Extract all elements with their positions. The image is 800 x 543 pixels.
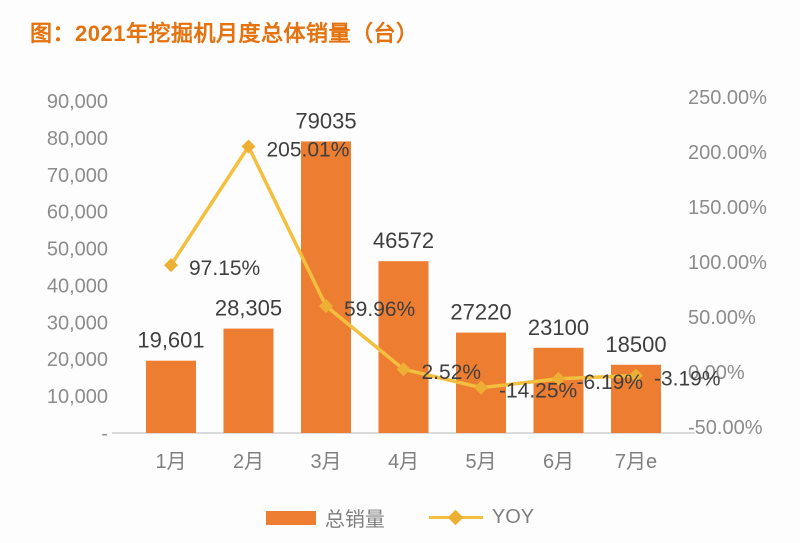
right-axis-tick-label: 150.00% xyxy=(688,197,767,219)
right-axis-tick-label: 250.00% xyxy=(688,87,767,109)
bar-4月 xyxy=(378,261,429,433)
yoy-label-1月: 97.15% xyxy=(189,257,260,280)
right-axis-tick-label: 0.00% xyxy=(688,362,745,384)
bar-label-5月: 27220 xyxy=(450,300,511,325)
x-label-1月: 1月 xyxy=(155,451,186,473)
bar-series xyxy=(146,141,661,433)
left-axis-tick-label: 60,000 xyxy=(47,202,108,224)
yoy-marker-1月 xyxy=(164,258,178,273)
bar-6月 xyxy=(533,347,584,433)
x-label-5月: 5月 xyxy=(465,451,496,473)
chart-title: 图：2021年挖掘机月度总体销量（台） xyxy=(30,21,419,46)
yoy-label-4月: 2.52% xyxy=(422,361,482,384)
yoy-marker-4月 xyxy=(396,362,411,377)
yoy-marker-5月 xyxy=(474,380,488,395)
yoy-marker-2月 xyxy=(241,139,256,154)
x-label-7月e: 7月e xyxy=(615,451,657,473)
bar-label-2月: 28,305 xyxy=(215,296,282,321)
yoy-label-3月: 59.96% xyxy=(344,298,415,321)
legend-item-total-sales: 总销量 xyxy=(265,503,385,532)
right-axis-tick-label: -50.00% xyxy=(688,417,763,439)
bar-series-swatch-icon xyxy=(265,510,316,525)
left-axis-tick-label: - xyxy=(101,423,108,445)
left-axis-tick-label: 80,000 xyxy=(47,128,108,150)
bar-3月 xyxy=(301,141,351,433)
bar-label-6月: 23100 xyxy=(528,315,589,340)
right-axis-labels: 250.00% 200.00% 150.00% 100.00% 50.00% 0.00% -… xyxy=(688,87,767,439)
yoy-marker-6月 xyxy=(551,371,566,386)
yoy-markers xyxy=(164,139,643,395)
right-axis-tick-label: 200.00% xyxy=(688,142,767,164)
x-label-2月: 2月 xyxy=(233,451,264,473)
bar-label-7月e: 18500 xyxy=(605,332,666,357)
bar-data-labels: 19,601 28,305 79035 46572 27220 23100 18500 xyxy=(137,108,666,356)
left-axis-tick-label: 20,000 xyxy=(47,349,108,371)
bar-label-3月: 79035 xyxy=(295,108,356,133)
bar-1月 xyxy=(146,360,196,433)
right-axis-tick-label: 100.00% xyxy=(688,252,767,274)
yoy-label-6月: -6.19% xyxy=(577,371,644,394)
legend-yoy-label: YOY xyxy=(491,506,535,528)
x-label-4月: 4月 xyxy=(388,451,419,473)
left-axis-tick-label: 90,000 xyxy=(47,91,108,113)
yoy-data-labels: 97.15% 205.01% 59.96% 2.52% -14.25% -6.19% -3.… xyxy=(189,138,721,402)
x-label-6月: 6月 xyxy=(543,451,574,473)
left-axis-tick-label: 50,000 xyxy=(47,239,108,261)
yoy-label-5月: -14.25% xyxy=(499,380,577,403)
chart-legend: 总销量 YOY xyxy=(0,503,800,532)
sales-yoy-combo-chart: 90,000 80,000 70,000 60,000 50,000 40,000 30,0… xyxy=(47,87,767,473)
left-axis-tick-label: 40,000 xyxy=(47,275,108,297)
legend-total-sales-label: 总销量 xyxy=(324,509,385,531)
yoy-label-2月: 205.01% xyxy=(267,138,350,161)
bar-label-1月: 19,601 xyxy=(137,328,204,353)
diamond-marker-icon xyxy=(448,509,464,526)
x-axis-labels: 1月 2月 3月 4月 5月 6月 7月e xyxy=(155,451,657,473)
legend-item-yoy: YOY xyxy=(428,506,535,529)
bar-2月 xyxy=(223,328,274,433)
left-axis-tick-label: 10,000 xyxy=(47,386,108,408)
yoy-marker-3月 xyxy=(319,299,333,314)
left-axis-tick-label: 30,000 xyxy=(47,312,108,334)
yoy-label-7月e: -3.19% xyxy=(654,368,721,391)
left-axis-labels: 90,000 80,000 70,000 60,000 50,000 40,000 30,0… xyxy=(47,91,108,445)
yoy-marker-7月e xyxy=(629,368,643,383)
line-series-swatch-icon xyxy=(428,509,483,526)
x-label-3月: 3月 xyxy=(310,451,341,473)
bar-label-4月: 46572 xyxy=(373,228,434,253)
left-axis-tick-label: 70,000 xyxy=(47,165,108,187)
right-axis-tick-label: 50.00% xyxy=(688,307,756,329)
